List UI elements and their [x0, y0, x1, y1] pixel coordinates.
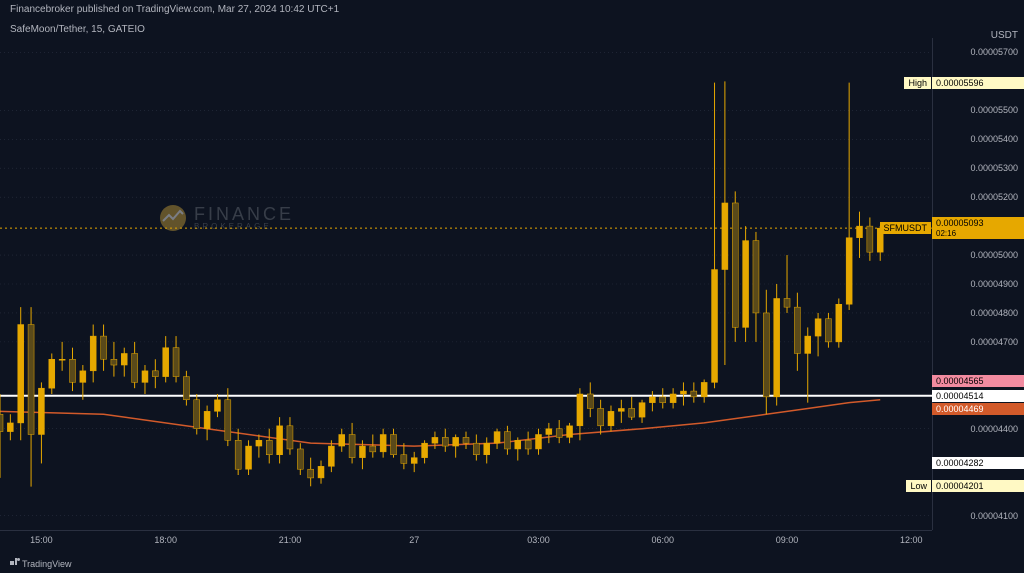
- x-tick-label: 03:00: [527, 535, 550, 545]
- x-tick-label: 21:00: [279, 535, 302, 545]
- y-tick-label: 0.00005300: [970, 163, 1018, 173]
- price-side-label: SFMUSDT: [880, 222, 932, 234]
- chart-area[interactable]: [0, 38, 932, 530]
- price-tag: 0.00004565: [932, 375, 1024, 387]
- x-tick-label: 27: [409, 535, 419, 545]
- y-tick-label: 0.00005400: [970, 134, 1018, 144]
- y-tick-label: 0.00005000: [970, 250, 1018, 260]
- footer-text: TradingView: [22, 559, 72, 569]
- y-tick-label: 0.00005500: [970, 105, 1018, 115]
- x-axis: 15:00 18:00 21:00 27 03:00 06:00 09:00 12:00: [0, 530, 932, 551]
- price-side-label: Low: [906, 480, 931, 492]
- candlestick-chart: [0, 38, 932, 530]
- x-tick-label: 18:00: [154, 535, 177, 545]
- y-axis-unit: USDT: [991, 30, 1018, 41]
- price-side-label: High: [904, 77, 931, 89]
- y-axis: USDT 0.000057000.000055000.000054000.000…: [932, 38, 1024, 530]
- x-tick-label: 15:00: [30, 535, 53, 545]
- y-tick-label: 0.00004400: [970, 424, 1018, 434]
- x-tick-label: 06:00: [651, 535, 674, 545]
- x-tick-label: 12:00: [900, 535, 923, 545]
- y-tick-label: 0.00004100: [970, 511, 1018, 521]
- y-tick-label: 0.00005200: [970, 192, 1018, 202]
- price-tag: 0.0000509302:16: [932, 217, 1024, 239]
- price-tag: 0.00004469: [932, 403, 1024, 415]
- y-tick-label: 0.00004800: [970, 308, 1018, 318]
- price-tag: 0.00004514: [932, 390, 1024, 402]
- footer-brand: TradingView: [10, 558, 72, 569]
- pair-info: SafeMoon/Tether, 15, GATEIO: [10, 24, 145, 35]
- publish-line: Financebroker published on TradingView.c…: [10, 4, 339, 15]
- price-tag: 0.00004282: [932, 457, 1024, 469]
- x-tick-label: 09:00: [776, 535, 799, 545]
- tradingview-icon: [10, 558, 20, 568]
- price-tag: 0.00005596: [932, 77, 1024, 89]
- y-tick-label: 0.00005700: [970, 47, 1018, 57]
- y-tick-label: 0.00004900: [970, 279, 1018, 289]
- price-tag: 0.00004201: [932, 480, 1024, 492]
- y-tick-label: 0.00004700: [970, 337, 1018, 347]
